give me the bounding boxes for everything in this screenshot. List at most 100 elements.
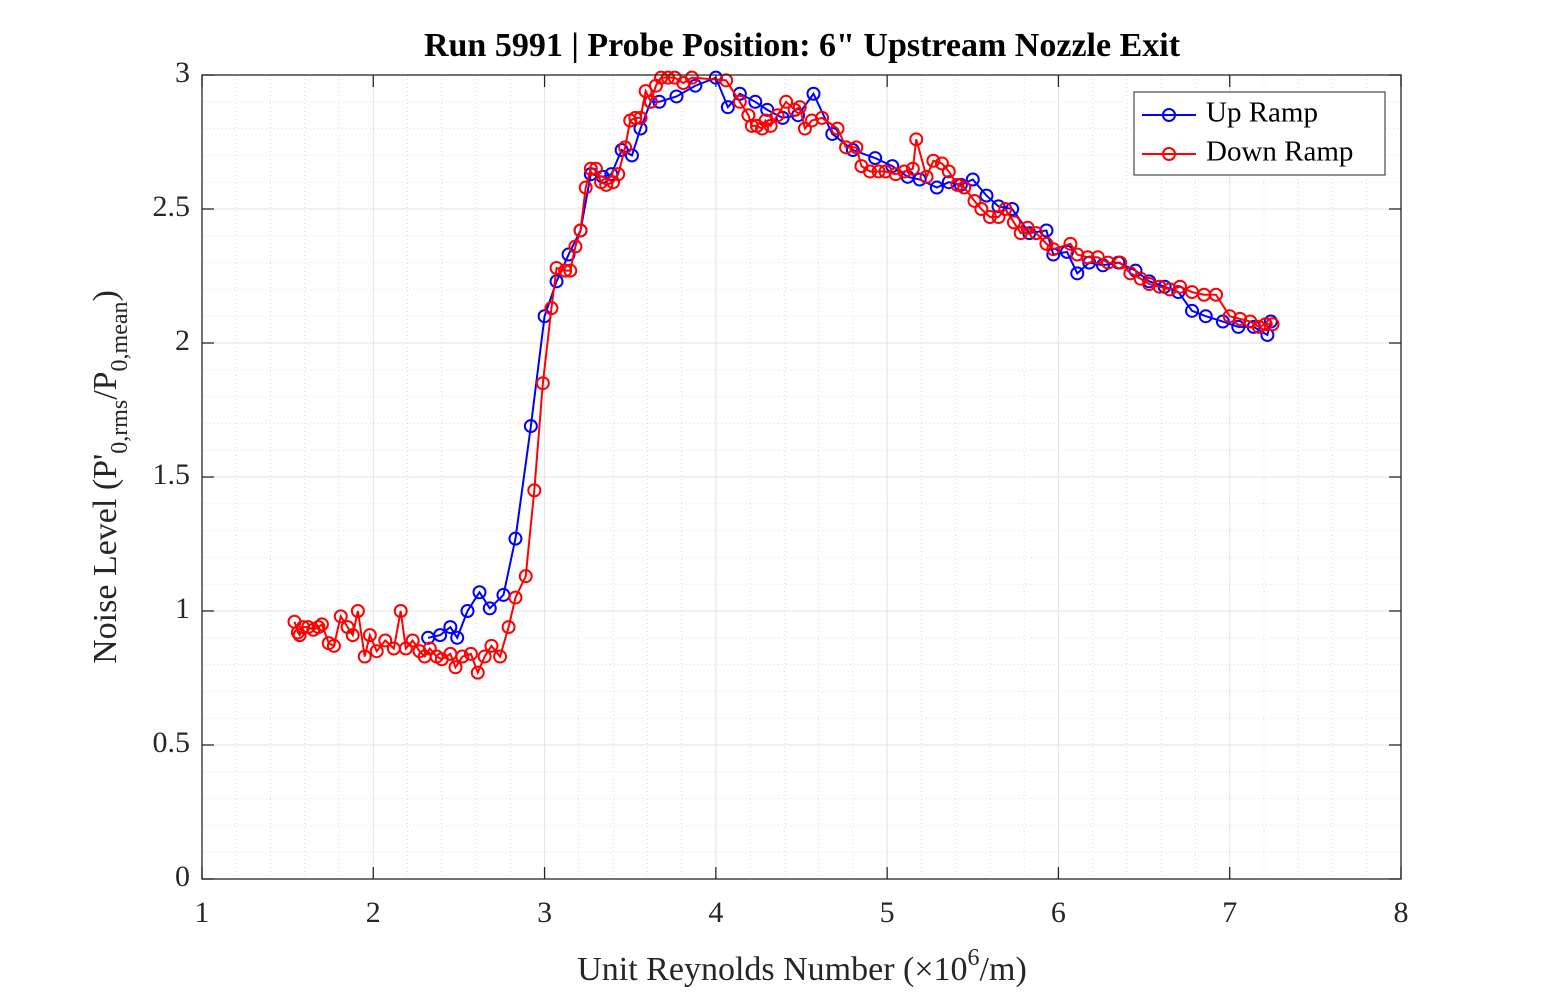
data-point	[732, 94, 747, 109]
data-point	[755, 121, 770, 136]
data-point	[815, 110, 830, 125]
data-point	[568, 239, 583, 254]
data-point	[1063, 236, 1078, 251]
data-point	[448, 660, 463, 675]
data-point	[455, 649, 470, 664]
data-point	[350, 604, 365, 618]
x-tick-label: 1	[195, 896, 210, 929]
y-label-part: /P	[87, 371, 124, 399]
data-point	[660, 70, 675, 85]
data-point	[654, 70, 669, 85]
data-point	[1006, 215, 1021, 230]
data-point	[909, 132, 924, 147]
data-point	[652, 94, 667, 109]
data-point	[950, 177, 965, 192]
data-point	[941, 164, 956, 179]
data-point	[518, 569, 533, 584]
x-tick-label: 4	[708, 896, 723, 929]
data-point	[974, 202, 989, 216]
y-tick-label: 3	[175, 56, 190, 89]
chart-title: Run 5991 | Probe Position: 6" Upstream N…	[424, 27, 1181, 64]
data-point	[845, 143, 860, 158]
data-point	[830, 121, 845, 136]
y-tick-label: 0	[175, 860, 190, 893]
data-point	[618, 140, 633, 155]
data-point	[378, 633, 393, 648]
data-point	[508, 590, 523, 605]
data-point	[863, 164, 878, 179]
data-point	[527, 483, 542, 498]
data-point	[1251, 319, 1266, 334]
data-point	[599, 177, 614, 192]
data-point	[849, 140, 864, 155]
data-point	[501, 620, 516, 635]
data-point	[1185, 303, 1200, 318]
data-point	[643, 94, 658, 109]
data-point	[443, 620, 458, 635]
x-label-part: 6	[968, 945, 980, 971]
data-point	[508, 531, 523, 546]
legend-marker	[1162, 147, 1176, 161]
data-point	[965, 172, 980, 187]
data-point	[393, 604, 408, 618]
x-tick-label: 3	[537, 896, 552, 929]
y-label-part: )	[87, 290, 124, 301]
legend-marker	[1162, 108, 1176, 122]
data-point	[460, 604, 475, 618]
data-point	[493, 649, 508, 664]
data-point	[433, 628, 448, 643]
data-point	[405, 633, 420, 648]
x-axis-label: Unit Reynolds Number (×106/m)	[577, 945, 1027, 988]
legend: Up Ramp Down Ramp	[1133, 91, 1386, 176]
data-point	[912, 172, 927, 187]
data-point	[544, 301, 559, 316]
data-point	[991, 199, 1006, 214]
data-point	[888, 167, 903, 182]
y-tick-label: 2	[175, 324, 190, 357]
axes-box	[201, 74, 1402, 880]
data-point	[624, 148, 639, 163]
data-point	[633, 110, 648, 125]
data-point	[563, 263, 578, 278]
data-point	[333, 609, 348, 624]
x-label-part: Unit Reynolds Number (×10	[577, 951, 967, 988]
y-label-part: 0,rms	[107, 400, 133, 454]
data-point	[967, 193, 982, 208]
data-point	[345, 628, 360, 643]
legend-label: Up Ramp	[1206, 97, 1318, 129]
data-point	[314, 617, 329, 632]
data-point	[871, 164, 886, 179]
data-point	[1173, 279, 1188, 294]
data-point	[1070, 266, 1085, 281]
data-point	[558, 263, 573, 278]
x-tick-label: 6	[1051, 896, 1066, 929]
y-tick-label: 1	[175, 592, 190, 625]
data-point	[991, 210, 1006, 225]
data-point	[450, 630, 465, 645]
data-point	[369, 644, 384, 659]
data-point	[463, 646, 478, 661]
data-point	[484, 638, 499, 653]
data-point	[326, 638, 341, 653]
data-point	[482, 601, 497, 616]
x-tick-label: 5	[880, 896, 895, 929]
data-point	[763, 118, 778, 133]
data-point	[583, 161, 598, 176]
data-point	[806, 86, 821, 101]
y-tick-label: 2.5	[153, 190, 191, 223]
data-point	[684, 70, 699, 85]
data-point	[1265, 317, 1280, 332]
data-point	[292, 628, 307, 643]
data-point	[929, 180, 944, 195]
data-point	[982, 210, 997, 225]
data-point	[523, 419, 538, 434]
data-point	[979, 188, 994, 203]
x-label-part: /m)	[980, 951, 1027, 988]
y-axis-label: Noise Level (P'0,rms/P0,mean)	[87, 290, 133, 664]
data-point	[311, 620, 326, 635]
data-point	[1113, 255, 1128, 270]
series-line	[427, 76, 1272, 641]
data-point	[535, 376, 550, 391]
data-point	[998, 202, 1013, 216]
